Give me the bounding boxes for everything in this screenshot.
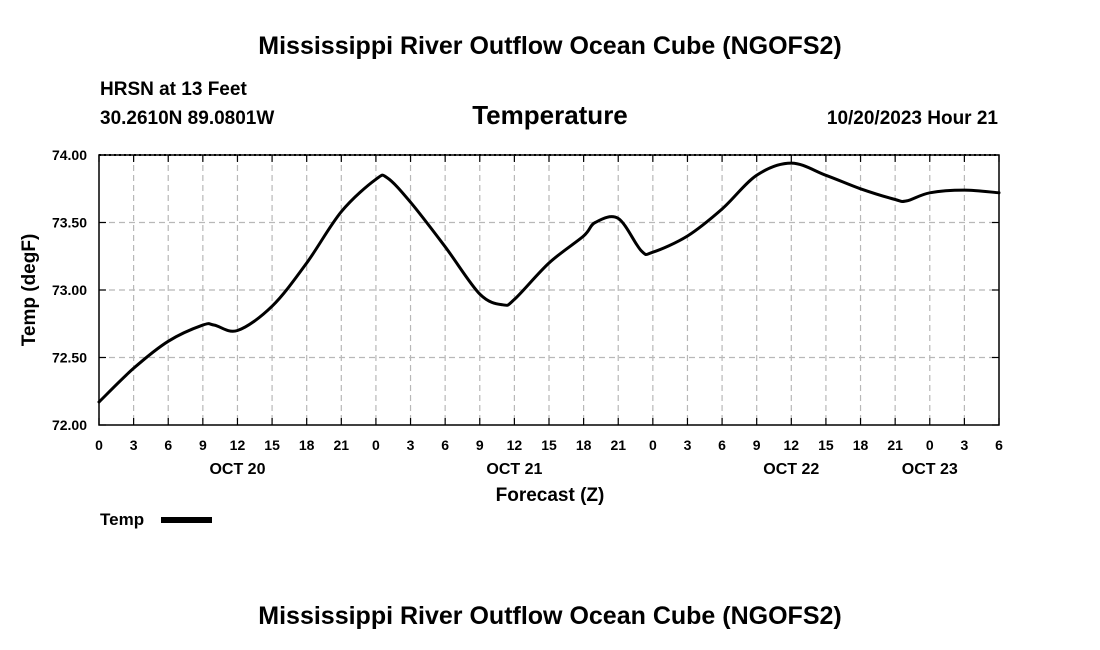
x-tick-label: 12	[507, 437, 523, 453]
x-tick-label: 3	[130, 437, 138, 453]
day-labels: OCT 20 OCT 21 OCT 22 OCT 23	[209, 461, 957, 478]
x-tick-label: 6	[441, 437, 449, 453]
coordinates-label: 30.2610N 89.0801W	[100, 108, 274, 129]
plot-title: Temperature	[472, 100, 628, 130]
x-tick-label: 21	[334, 437, 350, 453]
day-label: OCT 21	[486, 461, 542, 478]
x-tick-label: 18	[576, 437, 592, 453]
x-tick-label: 12	[230, 437, 246, 453]
x-tick-label: 9	[199, 437, 207, 453]
x-tick-label: 3	[960, 437, 968, 453]
x-tick-label: 9	[476, 437, 484, 453]
y-tick-label: 73.50	[52, 215, 87, 231]
x-tick-label: 6	[718, 437, 726, 453]
x-tick-label: 0	[649, 437, 657, 453]
x-tick-label: 15	[264, 437, 280, 453]
footer-title: Mississippi River Outflow Ocean Cube (NG…	[258, 602, 841, 630]
y-tick-label: 72.50	[52, 350, 87, 366]
day-label: OCT 20	[209, 461, 265, 478]
temp-series-line	[97, 161, 1001, 404]
x-tick-label: 18	[853, 437, 869, 453]
x-tick-label: 15	[541, 437, 557, 453]
station-label: HRSN at 13 Feet	[100, 79, 247, 100]
legend-label: Temp	[100, 510, 144, 529]
x-tick-label: 21	[887, 437, 903, 453]
grid-lines	[99, 155, 999, 425]
x-tick-label: 12	[784, 437, 800, 453]
y-tick-label: 73.00	[52, 282, 87, 298]
x-axis-label: Forecast (Z)	[496, 485, 605, 506]
x-tick-label: 3	[684, 437, 692, 453]
chart-title: Mississippi River Outflow Ocean Cube (NG…	[258, 32, 841, 60]
x-tick-label: 6	[995, 437, 1003, 453]
x-tick-label: 18	[299, 437, 315, 453]
x-tick-label: 0	[95, 437, 103, 453]
x-tick-label: 0	[372, 437, 380, 453]
x-tick-label: 15	[818, 437, 834, 453]
day-label: OCT 22	[763, 461, 819, 478]
x-tick-label: 6	[164, 437, 172, 453]
y-axis-ticks: 72.00 72.50 73.00 73.50 74.00	[52, 147, 999, 433]
datetime-label: 10/20/2023 Hour 21	[827, 108, 999, 129]
x-tick-label: 9	[753, 437, 761, 453]
x-tick-label: 0	[926, 437, 934, 453]
day-label: OCT 23	[902, 461, 958, 478]
y-axis-label: Temp (degF)	[19, 234, 40, 347]
y-tick-label: 74.00	[52, 147, 87, 163]
x-tick-label: 21	[610, 437, 626, 453]
y-tick-label: 72.00	[52, 417, 87, 433]
x-tick-label: 3	[407, 437, 415, 453]
